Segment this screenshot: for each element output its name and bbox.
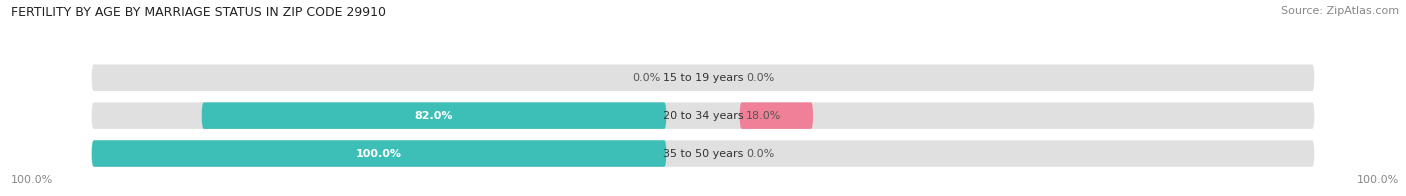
Text: 18.0%: 18.0% — [745, 111, 782, 121]
Text: 20 to 34 years: 20 to 34 years — [662, 111, 744, 121]
Text: 0.0%: 0.0% — [745, 149, 775, 159]
Text: FERTILITY BY AGE BY MARRIAGE STATUS IN ZIP CODE 29910: FERTILITY BY AGE BY MARRIAGE STATUS IN Z… — [11, 6, 387, 19]
Text: 35 to 50 years: 35 to 50 years — [662, 149, 744, 159]
FancyBboxPatch shape — [91, 102, 1315, 129]
Text: 100.0%: 100.0% — [1357, 175, 1399, 185]
Text: Source: ZipAtlas.com: Source: ZipAtlas.com — [1281, 6, 1399, 16]
FancyBboxPatch shape — [91, 140, 666, 167]
Text: 100.0%: 100.0% — [356, 149, 402, 159]
Text: 100.0%: 100.0% — [11, 175, 53, 185]
FancyBboxPatch shape — [740, 102, 813, 129]
Text: 15 to 19 years: 15 to 19 years — [662, 73, 744, 83]
FancyBboxPatch shape — [91, 64, 1315, 91]
Text: 0.0%: 0.0% — [631, 73, 661, 83]
FancyBboxPatch shape — [201, 102, 666, 129]
FancyBboxPatch shape — [91, 140, 1315, 167]
Text: 82.0%: 82.0% — [415, 111, 453, 121]
Text: 0.0%: 0.0% — [745, 73, 775, 83]
